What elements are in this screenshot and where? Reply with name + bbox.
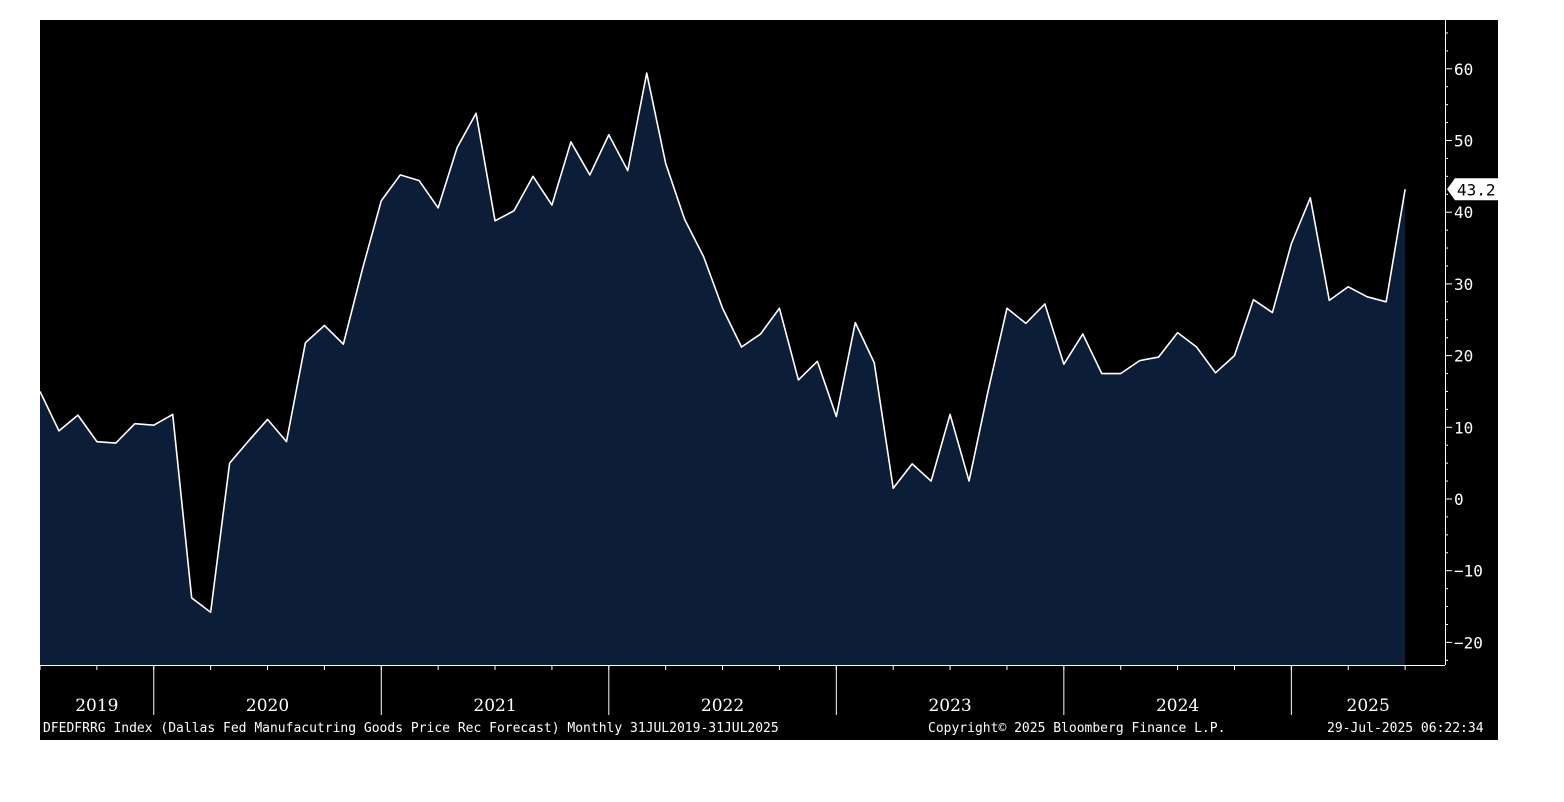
x-year-label: 2020 [246,696,289,716]
copyright-notice: Copyright© 2025 Bloomberg Finance L.P. [928,721,1226,736]
x-year-label: 2019 [75,696,118,716]
y-tick-label: 0 [1454,490,1464,509]
last-value-marker: 43.2 [1447,178,1498,201]
last-value-label: 43.2 [1457,180,1496,199]
series-area [40,73,1406,666]
timestamp: 29-Jul-2025 06:22:34 [1327,721,1484,736]
plot-area [40,72,1406,666]
last-value-flag [1447,178,1498,201]
x-year-label: 2024 [1156,696,1199,716]
chart-canvas: −20 −10 0 10 20 30 40 50 60 2019 2020 2021 2022 2023… [40,20,1498,716]
y-tick-label: −20 [1454,633,1483,652]
x-year-label: 2022 [701,696,744,716]
x-year-label: 2025 [1347,696,1390,716]
y-tick-label: 60 [1454,60,1473,79]
series-line [40,72,1406,614]
y-tick-label: 50 [1454,132,1473,151]
x-axis: 2019 2020 2021 2022 2023 2024 2025 [40,665,1445,716]
y-tick-label: 30 [1454,275,1473,294]
y-axis: −20 −10 0 10 20 30 40 50 60 [1445,20,1483,665]
chart-frame: −20 −10 0 10 20 30 40 50 60 2019 2020 2021 2022 2023… [40,20,1498,740]
y-tick-label: −10 [1454,562,1483,581]
y-tick-label: 20 [1454,347,1473,366]
y-tick-label: 40 [1454,203,1473,222]
x-year-label: 2023 [928,696,971,716]
series-description: DFEDFRRG Index (Dallas Fed Manufacutring… [43,721,779,736]
y-tick-label: 10 [1454,418,1473,437]
x-year-label: 2021 [473,696,516,716]
